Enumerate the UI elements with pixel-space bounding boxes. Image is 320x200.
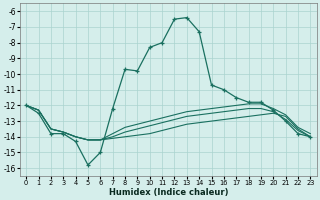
- X-axis label: Humidex (Indice chaleur): Humidex (Indice chaleur): [108, 188, 228, 197]
